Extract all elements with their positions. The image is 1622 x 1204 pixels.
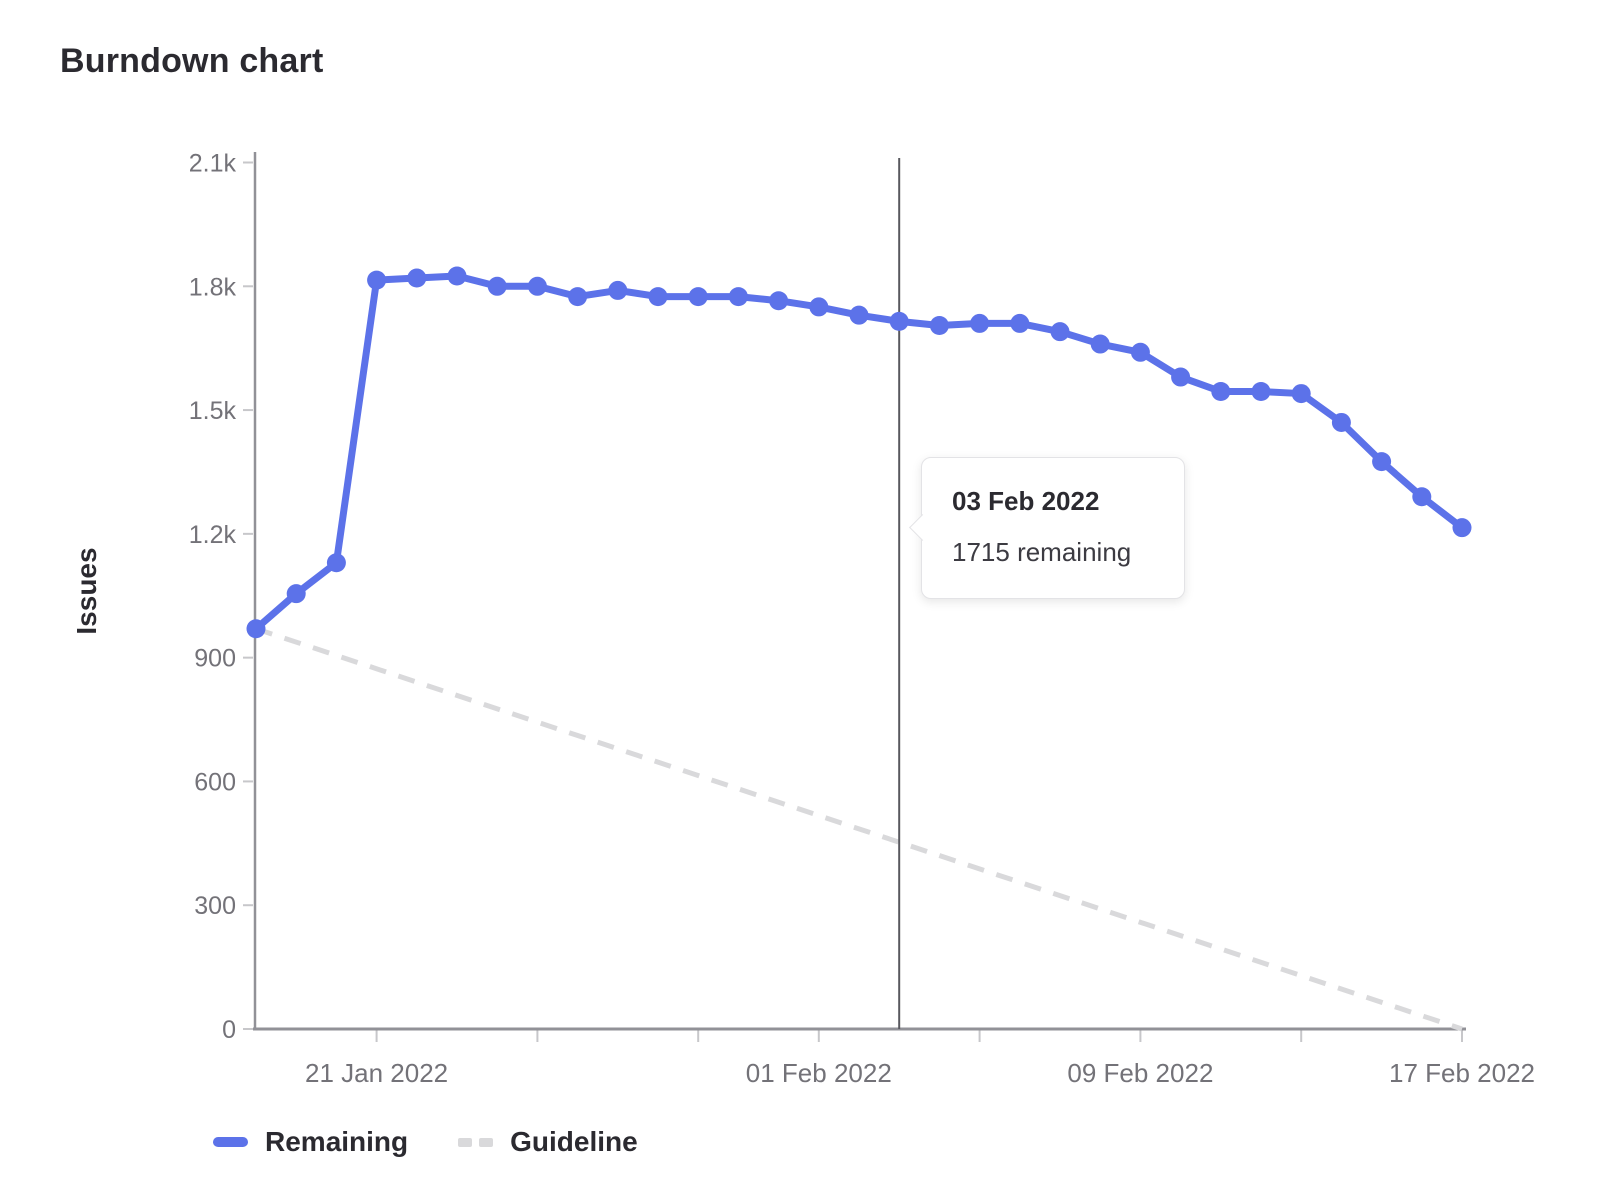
- y-tick-label: 1.2k: [189, 521, 237, 549]
- y-tick-label: 300: [194, 892, 236, 920]
- tooltip-date: 03 Feb 2022: [952, 486, 1100, 516]
- y-tick-label: 600: [194, 768, 236, 796]
- remaining-series-line: [252, 272, 1466, 633]
- remaining-series-point[interactable]: [1331, 412, 1351, 432]
- x-tick-label: 17 Feb 2022: [1389, 1058, 1535, 1088]
- remaining-series-point[interactable]: [1372, 452, 1392, 472]
- x-tick-label: 21 Jan 2022: [305, 1058, 448, 1088]
- remaining-series-point[interactable]: [487, 276, 507, 296]
- chart-legend: Remaining Guideline: [213, 1126, 638, 1158]
- remaining-series-point[interactable]: [1412, 487, 1432, 507]
- remaining-series-point[interactable]: [1010, 313, 1030, 333]
- remaining-series-point[interactable]: [608, 280, 628, 300]
- chart-tooltip: 03 Feb 2022 1715 remaining: [909, 457, 1185, 599]
- remaining-series-point[interactable]: [648, 287, 668, 307]
- remaining-series-point[interactable]: [407, 268, 427, 288]
- remaining-series-point[interactable]: [1090, 334, 1110, 354]
- remaining-series-point[interactable]: [809, 297, 829, 317]
- remaining-series-point[interactable]: [728, 287, 748, 307]
- remaining-series-point[interactable]: [1291, 384, 1311, 404]
- page-title: Burndown chart: [60, 42, 324, 80]
- y-tick-label: 0: [222, 1016, 236, 1044]
- remaining-series-point[interactable]: [1171, 367, 1191, 387]
- remaining-series-point[interactable]: [769, 291, 789, 311]
- remaining-series-point[interactable]: [688, 287, 708, 307]
- remaining-series-point[interactable]: [1211, 382, 1231, 402]
- legend-item-guideline[interactable]: Guideline: [458, 1126, 638, 1158]
- remaining-series-point[interactable]: [1130, 342, 1150, 362]
- remaining-series-point[interactable]: [367, 270, 387, 290]
- remaining-series-point[interactable]: [246, 619, 266, 639]
- remaining-series-point[interactable]: [568, 287, 588, 307]
- remaining-series-point[interactable]: [326, 553, 346, 573]
- legend-item-remaining[interactable]: Remaining: [213, 1126, 408, 1158]
- remaining-series-point[interactable]: [1452, 518, 1472, 538]
- remaining-series-point[interactable]: [970, 313, 990, 333]
- x-tick-label: 01 Feb 2022: [746, 1058, 892, 1088]
- remaining-series-point[interactable]: [929, 315, 949, 335]
- remaining-swatch-icon: [213, 1137, 248, 1147]
- remaining-series-point[interactable]: [1251, 382, 1271, 402]
- remaining-series-point[interactable]: [1050, 322, 1070, 342]
- remaining-series-point[interactable]: [286, 584, 306, 604]
- remaining-series-point[interactable]: [447, 266, 467, 286]
- x-tick-label: 09 Feb 2022: [1067, 1058, 1213, 1088]
- guideline-swatch-icon: [458, 1137, 494, 1147]
- remaining-series-point[interactable]: [527, 276, 547, 296]
- y-tick-label: 900: [194, 645, 236, 673]
- y-tick-label: 1.8k: [189, 273, 237, 301]
- y-tick-label: 1.5k: [189, 397, 237, 425]
- y-axis-title: Issues: [71, 547, 102, 635]
- remaining-series-point[interactable]: [849, 305, 869, 325]
- legend-label-remaining: Remaining: [265, 1126, 409, 1157]
- y-tick-label: 2.1k: [189, 150, 237, 178]
- guideline-series: [255, 626, 1463, 1032]
- legend-label-guideline: Guideline: [510, 1126, 638, 1157]
- remaining-series-point[interactable]: [889, 311, 909, 331]
- tooltip-remaining-value: 1715 remaining: [952, 537, 1132, 567]
